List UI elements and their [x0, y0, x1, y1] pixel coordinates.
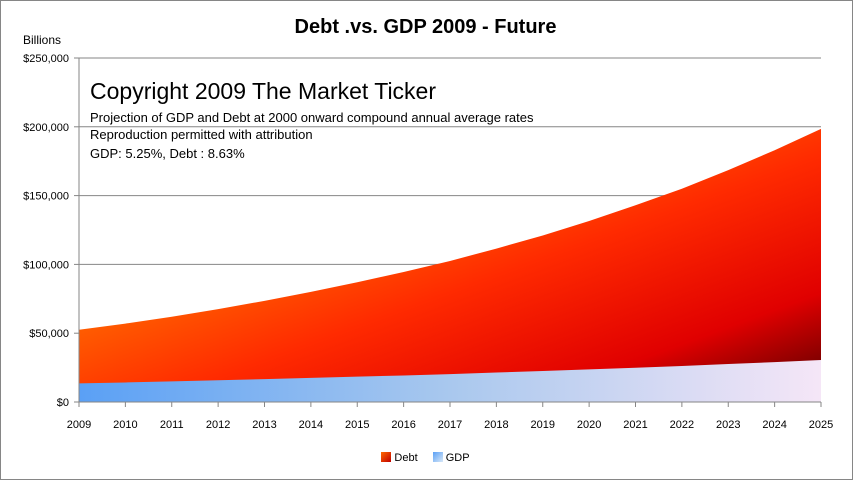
legend-item-gdp: GDP [432, 452, 470, 464]
x-tick-label: 2011 [160, 419, 184, 431]
legend-swatch-gdp [432, 452, 443, 462]
x-tick-label: 2010 [113, 419, 137, 431]
x-tick-label: 2012 [206, 419, 230, 431]
legend-label-debt: Debt [394, 452, 418, 464]
series-area-debt [79, 128, 821, 403]
y-tick-label: $0 [57, 397, 69, 409]
reproduction-annotation: Reproduction permitted with attribution [90, 127, 313, 142]
x-tick-label: 2013 [252, 419, 276, 431]
x-tick-label: 2015 [345, 419, 369, 431]
series-area-gdp [79, 360, 821, 402]
legend-label-gdp: GDP [445, 452, 470, 464]
y-tick-label: $100,000 [23, 259, 69, 271]
x-tick-label: 2023 [716, 419, 740, 431]
copyright-annotation: Copyright 2009 The Market Ticker [90, 78, 437, 104]
chart-legend: Debt GDP [0, 452, 851, 464]
y-tick-label: $250,000 [23, 53, 69, 65]
y-tick-label: $150,000 [23, 191, 69, 203]
x-tick-label: 2016 [391, 419, 415, 431]
chart-title: Debt .vs. GDP 2009 - Future [294, 16, 557, 38]
rates-annotation: GDP: 5.25%, Debt : 8.63% [90, 146, 245, 161]
x-tick-label: 2018 [484, 419, 508, 431]
y-tick-label: $200,000 [23, 122, 69, 134]
x-tick-label: 2017 [438, 419, 462, 431]
legend-item-debt: Debt [381, 452, 418, 464]
x-tick-label: 2024 [762, 419, 786, 431]
x-tick-label: 2022 [670, 419, 694, 431]
x-tick-label: 2020 [577, 419, 601, 431]
projection-annotation: Projection of GDP and Debt at 2000 onwar… [90, 110, 534, 125]
x-tick-label: 2014 [299, 419, 323, 431]
legend-swatch-debt [381, 452, 392, 462]
x-tick-label: 2019 [531, 419, 555, 431]
y-axis-units-label: Billions [23, 33, 62, 47]
x-tick-label: 2021 [623, 419, 647, 431]
x-tick-label: 2025 [809, 419, 833, 431]
y-tick-label: $50,000 [29, 328, 69, 340]
x-tick-label: 2009 [67, 419, 91, 431]
